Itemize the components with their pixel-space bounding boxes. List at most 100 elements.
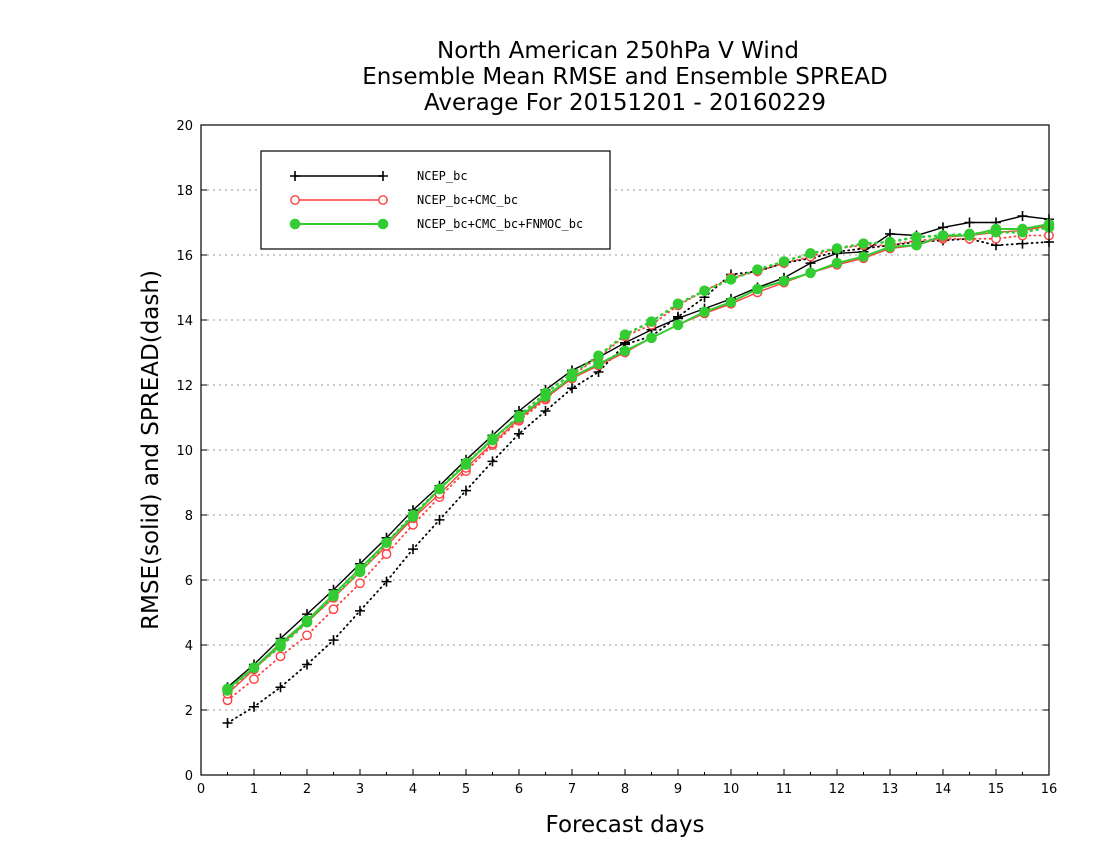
rmse-point <box>964 217 975 228</box>
rmse-point <box>354 563 366 574</box>
series-NCEP_bc+CMC_bc <box>222 220 1054 706</box>
rmse-point <box>964 230 975 241</box>
y-axis-title: RMSE(solid) and SPREAD(dash) <box>138 270 164 630</box>
x-tick-label: 16 <box>1041 782 1058 797</box>
x-tick-label: 11 <box>776 782 793 797</box>
gridlines <box>201 189 1049 711</box>
y-tick-label: 20 <box>176 119 193 134</box>
rmse-point <box>248 662 260 674</box>
spread-point <box>514 428 524 439</box>
spread-point <box>328 604 339 615</box>
chart-title-line-3: Average For 20151201 - 20160229 <box>424 90 826 116</box>
rmse-line-NCEP_bc <box>227 215 1050 688</box>
y-tick-label: 4 <box>185 639 193 654</box>
x-axis-title: Forecast days <box>546 812 705 838</box>
spread-point <box>408 544 418 555</box>
legend: NCEP_bc NCEP_bc+CMC_bc NCEP_bc+CMC_bc+FNMO… <box>260 150 611 250</box>
chart-title: North American 250hPa V Wind Ensemble Me… <box>362 38 887 116</box>
spread-point <box>275 682 286 693</box>
spread-point <box>355 605 365 616</box>
rmse-point <box>513 412 525 423</box>
rmse-point <box>672 319 684 331</box>
rmse-point <box>301 615 313 626</box>
x-tick-label: 15 <box>988 782 1005 797</box>
spread-point <box>672 298 684 310</box>
spread-point <box>275 651 286 662</box>
x-tick-label: 8 <box>621 782 629 797</box>
y-tick-label: 0 <box>185 769 193 784</box>
spread-point <box>355 578 365 589</box>
spread-point <box>461 485 471 496</box>
legend-label: NCEP_bc+CMC_bc <box>417 193 518 207</box>
legend-label: NCEP_bc <box>417 169 468 183</box>
spread-point <box>805 248 816 259</box>
spread-line-NCEP_bc <box>226 237 1050 724</box>
chart-title-line-1: North American 250hPa V Wind <box>437 38 799 64</box>
y-tick-label: 8 <box>185 509 193 524</box>
y-tick-label: 16 <box>176 249 193 264</box>
y-tick-label: 10 <box>176 444 193 459</box>
legend-marker <box>377 218 389 230</box>
spread-point <box>858 238 869 249</box>
y-tick-label: 2 <box>185 704 193 719</box>
series-NCEP_bc <box>222 211 1054 728</box>
x-tick-label: 12 <box>829 782 846 797</box>
spread-point <box>434 514 445 525</box>
rmse-point <box>911 239 922 251</box>
spread-point <box>699 285 710 297</box>
plot-series <box>222 211 1055 728</box>
legend-marker <box>378 195 388 205</box>
rmse-point <box>460 459 472 470</box>
rmse-point <box>434 483 445 495</box>
y-tick-label: 12 <box>176 379 193 394</box>
rmse-point <box>619 345 631 357</box>
rmse-point <box>328 589 339 600</box>
x-tick-label: 9 <box>674 782 682 797</box>
legend-marker <box>290 171 300 181</box>
rmse-point <box>487 433 498 444</box>
x-tick-label: 1 <box>250 782 258 797</box>
x-tick-label: 13 <box>882 782 899 797</box>
spread-point <box>831 243 843 254</box>
rmse-point <box>646 332 657 344</box>
rmse-point <box>778 275 790 287</box>
spread-point <box>381 549 392 559</box>
x-tick-label: 5 <box>462 782 470 797</box>
rmse-point <box>858 251 869 262</box>
y-tick-label: 18 <box>176 184 193 199</box>
spread-line-NCEP_bc+CMC_bc <box>226 234 1050 702</box>
rmse-point <box>884 241 896 253</box>
rmse-line-NCEP_bc+CMC_bc <box>227 225 1050 695</box>
series-NCEP_bc+CMC_bc+FNMOC_bc <box>222 218 1055 696</box>
spread-point <box>249 701 259 712</box>
spread-point <box>381 576 392 587</box>
spread-point <box>222 718 233 728</box>
spread-point <box>302 630 312 641</box>
rmse-point <box>566 371 578 383</box>
rmse-point <box>831 257 843 269</box>
x-tick-label: 0 <box>197 782 205 797</box>
rmse-point <box>540 391 551 402</box>
legend-marker <box>289 218 301 230</box>
rmse-point <box>1017 223 1028 235</box>
spread-point <box>567 383 577 394</box>
x-tick-label: 10 <box>723 782 740 797</box>
x-tick-label: 14 <box>935 782 952 797</box>
y-tick-label: 14 <box>176 314 193 329</box>
chart-title-line-2: Ensemble Mean RMSE and Ensemble SPREAD <box>362 64 887 90</box>
spread-point <box>646 316 657 327</box>
rmse-point <box>752 283 763 295</box>
rmse-point <box>725 296 737 308</box>
rmse-point <box>593 358 604 370</box>
spread-point <box>302 659 312 670</box>
spread-point <box>540 406 551 416</box>
legend-marker <box>378 171 388 181</box>
spread-point <box>328 635 339 646</box>
x-tick-label: 2 <box>303 782 311 797</box>
rmse-point <box>937 230 949 241</box>
spread-point <box>725 274 737 285</box>
rmse-point <box>407 511 419 522</box>
spread-point <box>249 674 259 685</box>
